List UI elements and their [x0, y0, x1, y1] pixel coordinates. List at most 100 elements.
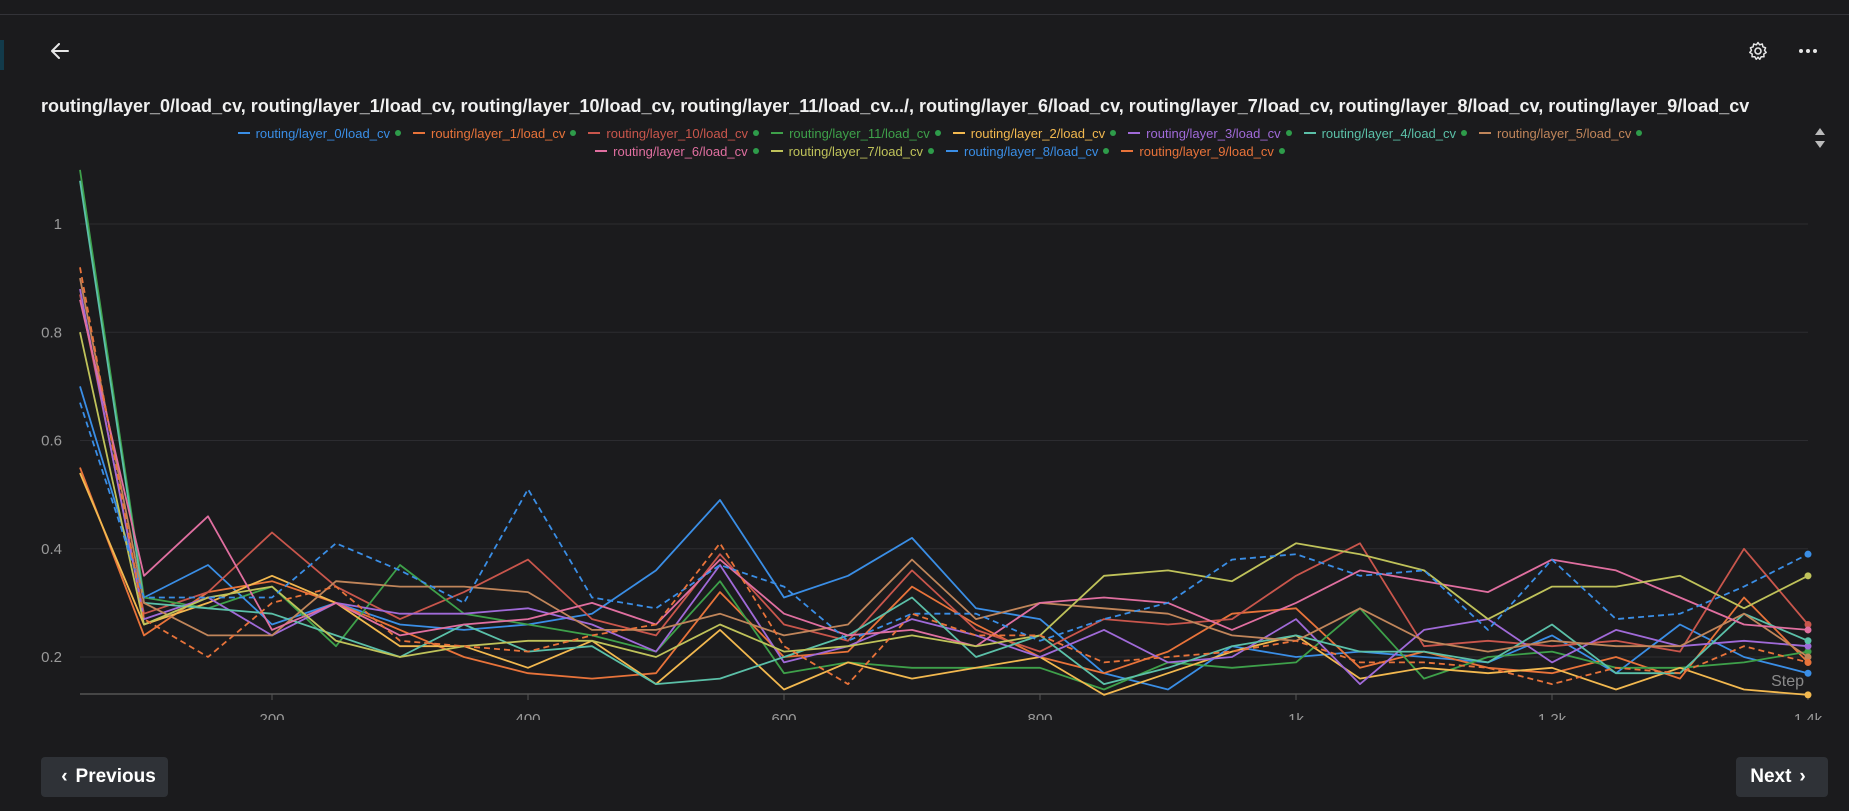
legend-swatch [952, 132, 965, 134]
y-tick-label: 0.6 [41, 433, 62, 450]
chart-legend: routing/layer_0/load_cv routing/layer_1/l… [90, 124, 1790, 160]
legend-label: routing/layer_4/load_cv [1321, 125, 1457, 141]
chart-title: routing/layer_0/load_cv, routing/layer_1… [41, 96, 1750, 116]
x-tick-label: 200 [259, 711, 284, 720]
legend-swatch [588, 132, 601, 134]
legend-item[interactable]: routing/layer_8/load_cv [946, 143, 1110, 159]
legend-label: routing/layer_5/load_cv [1497, 125, 1632, 141]
legend-scroll-arrows[interactable] [1814, 126, 1826, 158]
x-axis-label: Step [1771, 673, 1804, 690]
chevron-left-icon: ‹ [61, 766, 68, 787]
legend-status-dot [752, 148, 759, 154]
legend-swatch [1303, 132, 1316, 134]
y-tick-label: 1 [54, 216, 62, 233]
legend-label: routing/layer_2/load_cv [970, 125, 1106, 141]
line-chart[interactable]: 0.2 0.4 0.6 0.8 1 200 400 600 800 1k 1.2k 1.4k Step [0, 160, 1849, 720]
series-end-point [1804, 626, 1812, 634]
series-line [79, 402, 1809, 642]
legend-item[interactable]: routing/layer_3/load_cv [1128, 125, 1292, 141]
series-end-point [1804, 550, 1812, 558]
legend-swatch [1121, 150, 1134, 152]
legend-label: routing/layer_9/load_cv [1139, 143, 1274, 159]
legend-swatch [237, 132, 250, 134]
next-button[interactable]: Next › [1736, 757, 1828, 797]
series-end-point [1804, 642, 1812, 650]
more-horizontal-icon[interactable] [1794, 37, 1822, 65]
legend-item[interactable]: routing/layer_5/load_cv [1479, 125, 1643, 141]
legend-swatch [595, 150, 608, 152]
x-tick-label: 600 [771, 711, 796, 720]
legend-label: routing/layer_11/load_cv [789, 125, 930, 141]
side-panel-edge [0, 40, 4, 70]
legend-status-dot [1285, 130, 1292, 136]
legend-swatch [1128, 132, 1141, 134]
scroll-up-icon[interactable] [1815, 128, 1825, 135]
series-end-point [1804, 572, 1812, 580]
x-tick-label: 400 [515, 711, 540, 720]
series-line [79, 386, 1809, 691]
legend-status-dot [928, 148, 934, 154]
legend-status-dot [1103, 148, 1110, 154]
series-line [79, 299, 1809, 648]
series-end-point [1804, 637, 1812, 645]
legend-status-dot [1110, 130, 1117, 136]
series-line [79, 267, 1809, 685]
legend-status-dot [1636, 130, 1643, 136]
previous-label: Previous [75, 766, 156, 787]
series-end-point [1804, 648, 1812, 656]
legend-swatch [770, 150, 783, 152]
legend-item[interactable]: routing/layer_10/load_cv [588, 125, 760, 141]
series-line [79, 294, 1809, 653]
y-tick-label: 0.2 [41, 649, 62, 666]
gear-icon[interactable] [1744, 37, 1772, 65]
legend-label: routing/layer_1/load_cv [430, 125, 566, 141]
series-line [79, 332, 1809, 658]
x-tick-label: 1k [1288, 711, 1304, 720]
series-line [79, 277, 1809, 658]
series-line [79, 180, 1809, 685]
legend-item[interactable]: routing/layer_9/load_cv [1121, 143, 1285, 159]
legend-row: routing/layer_0/load_cv routing/layer_1/l… [90, 124, 1790, 142]
legend-item[interactable]: routing/layer_7/load_cv [770, 143, 934, 159]
legend-swatch [771, 132, 784, 134]
legend-item[interactable]: routing/layer_0/load_cv [237, 125, 401, 141]
x-tick-label: 1.2k [1538, 711, 1567, 720]
legend-item[interactable]: routing/layer_11/load_cv [771, 126, 941, 141]
legend-label: routing/layer_7/load_cv [788, 143, 923, 159]
series-end-point [1804, 653, 1812, 661]
legend-label: routing/layer_3/load_cv [1146, 125, 1281, 141]
x-tick-label: 800 [1027, 711, 1052, 720]
legend-status-dot [570, 130, 577, 136]
legend-status-dot [394, 130, 401, 136]
x-tick-label: 1.4k [1794, 711, 1823, 720]
arrow-left-icon[interactable] [46, 37, 74, 65]
series-end-point [1804, 669, 1812, 677]
legend-item[interactable]: routing/layer_1/load_cv [412, 125, 577, 141]
legend-swatch [412, 132, 425, 134]
legend-swatch [946, 150, 958, 152]
chevron-right-icon: › [1799, 766, 1806, 787]
series-end-point [1804, 621, 1812, 629]
series-line [79, 169, 1809, 691]
legend-label: routing/layer_8/load_cv [964, 143, 1099, 159]
legend-status-dot [1278, 148, 1285, 154]
legend-label: routing/layer_0/load_cv [255, 125, 390, 141]
legend-status-dot [934, 130, 941, 136]
legend-label: routing/layer_6/load_cv [613, 143, 748, 159]
next-label: Next [1750, 766, 1792, 787]
previous-button[interactable]: ‹ Previous [41, 757, 168, 797]
legend-item[interactable]: routing/layer_4/load_cv [1303, 125, 1468, 141]
legend-row: routing/layer_6/load_cv routing/layer_7/l… [90, 142, 1790, 160]
legend-item[interactable]: routing/layer_2/load_cv [952, 125, 1117, 141]
legend-status-dot [1461, 130, 1468, 136]
scroll-down-icon[interactable] [1815, 141, 1825, 148]
top-divider [0, 14, 1849, 15]
legend-status-dot [753, 130, 760, 136]
series-end-point [1804, 691, 1812, 699]
legend-label: routing/layer_10/load_cv [606, 125, 749, 141]
series-end-point [1804, 658, 1812, 666]
series-line [79, 472, 1809, 696]
y-tick-label: 0.8 [41, 324, 62, 341]
legend-item[interactable]: routing/layer_6/load_cv [595, 143, 759, 159]
legend-swatch [1479, 132, 1492, 134]
